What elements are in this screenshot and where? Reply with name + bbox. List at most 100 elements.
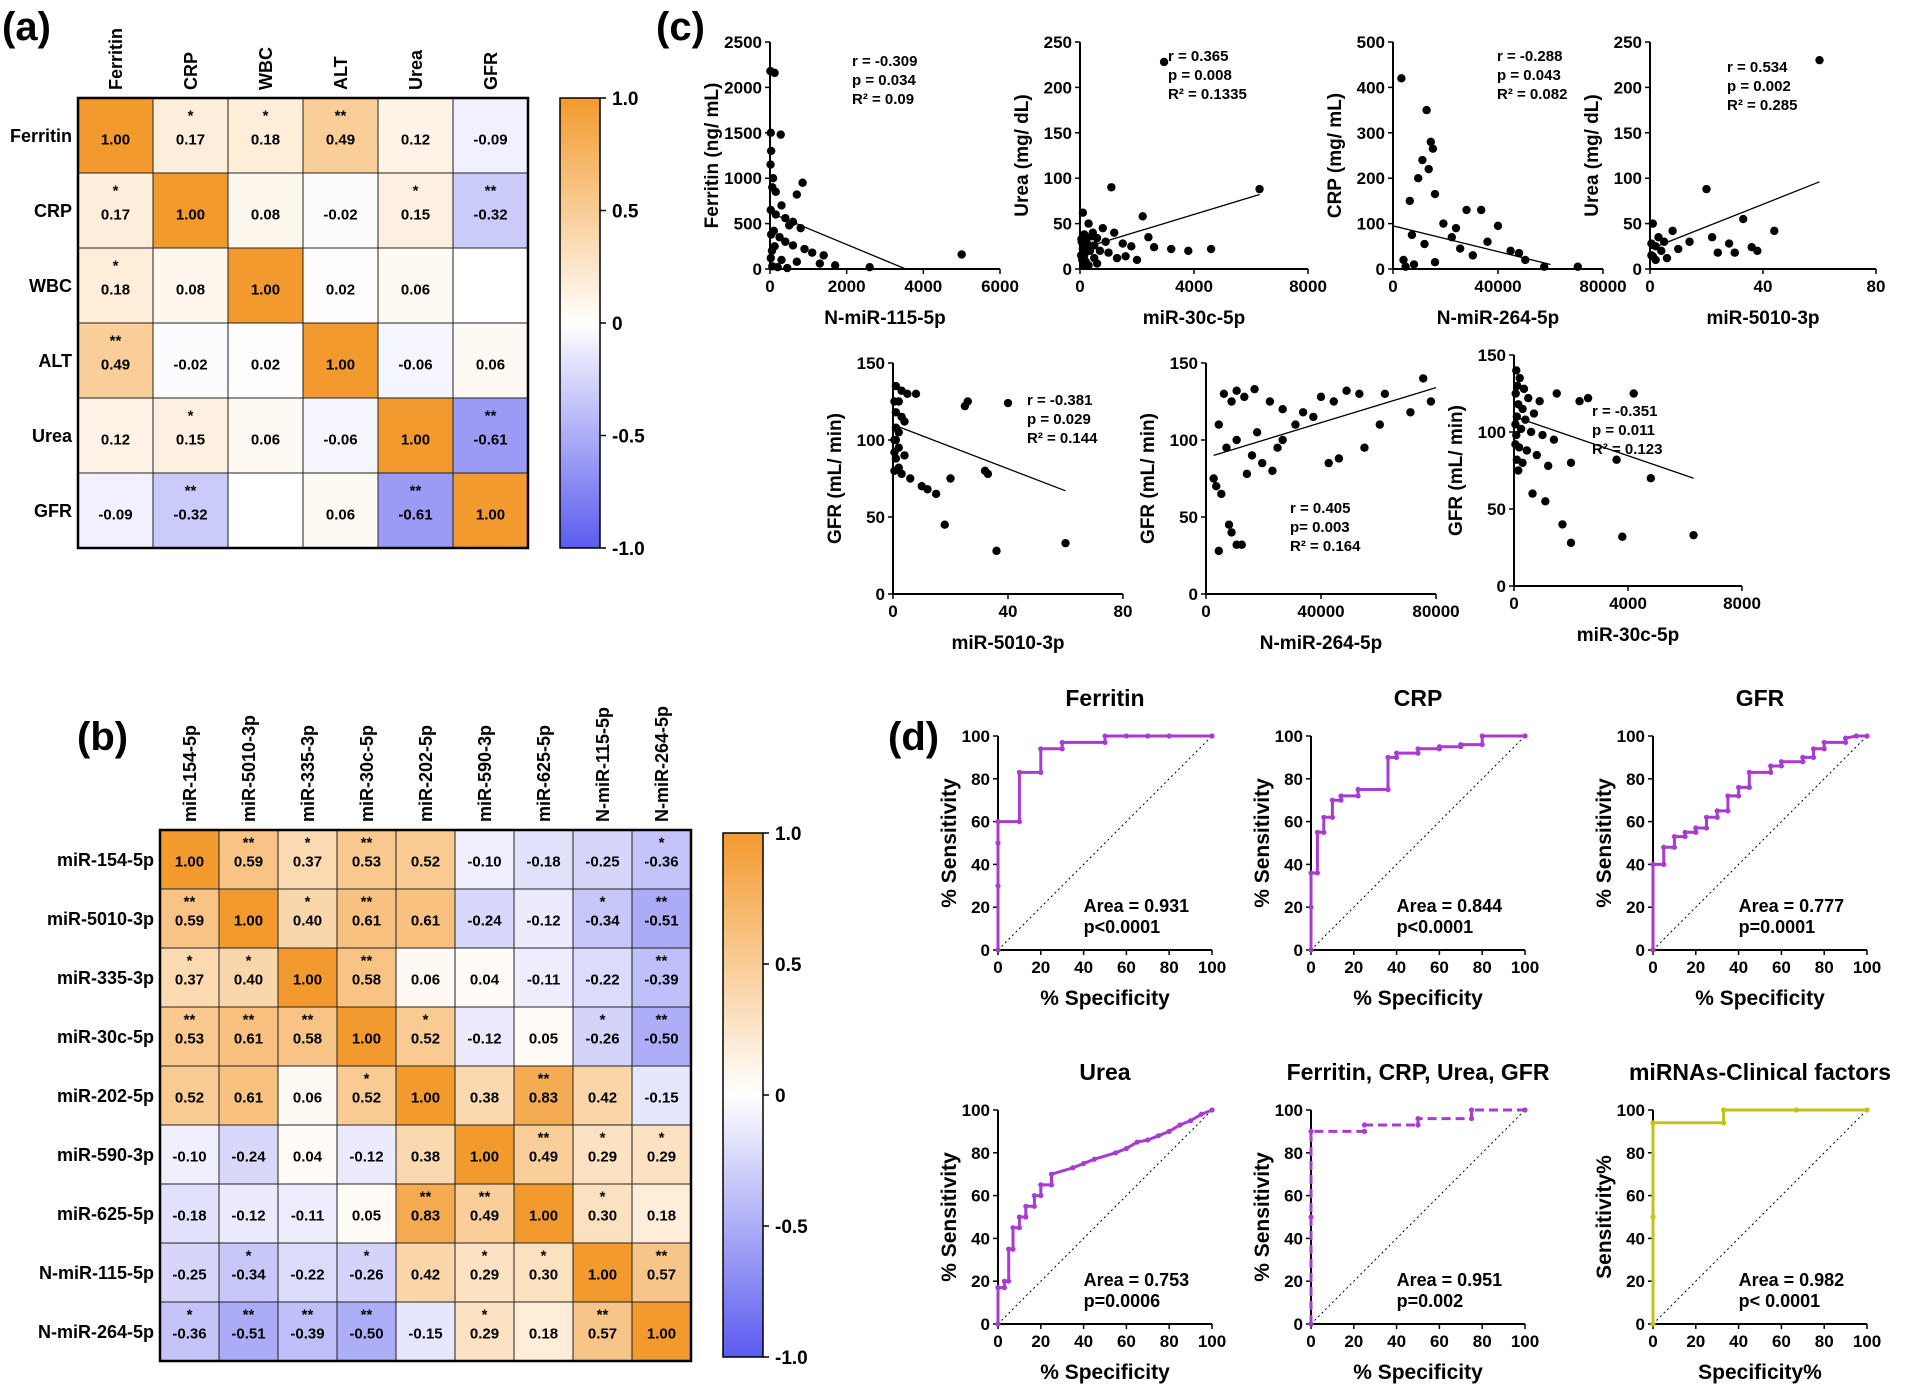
heatmap-significance-stars: **	[243, 1012, 255, 1029]
roc-title: Ferritin, CRP, Urea, GFR	[1287, 1059, 1550, 1085]
scatter-point	[900, 417, 909, 426]
roc-point	[1843, 739, 1849, 746]
x-tick-label: 40	[1754, 277, 1773, 296]
heatmap-row-label: N-miR-264-5p	[38, 1322, 154, 1342]
y-tick-label: 100	[962, 1101, 990, 1120]
roc-point	[1394, 750, 1400, 756]
heatmap-col-label: miR-335-3p	[298, 725, 318, 822]
heatmap-significance-stars: *	[600, 1130, 606, 1147]
y-tick-label: 150	[1044, 124, 1072, 143]
y-tick-label: 2000	[724, 78, 762, 97]
y-tick-label: 40	[1284, 1229, 1303, 1248]
y-tick-label: 0	[876, 585, 885, 604]
y-tick-label: 150	[1478, 346, 1506, 365]
roc-point	[1010, 1225, 1016, 1231]
roc-point	[1314, 829, 1321, 835]
y-tick-label: 0	[981, 941, 990, 960]
roc-stat-text: p=0.0001	[1739, 917, 1816, 937]
x-tick-label: 60	[1117, 958, 1136, 977]
roc-point	[1102, 739, 1108, 746]
heatmap-row-label: ALT	[38, 351, 72, 371]
scatter-point	[773, 262, 782, 272]
x-axis-label: miR-5010-3p	[952, 633, 1065, 654]
x-tick-label: 0	[1388, 277, 1397, 296]
heatmap-cell	[572, 947, 633, 1008]
regression-line	[1079, 193, 1260, 250]
scatter-point	[1144, 233, 1153, 242]
x-tick-label: 6000	[981, 277, 1019, 296]
scatter-point	[992, 546, 1001, 556]
y-tick-label: 150	[1614, 124, 1642, 143]
heatmap-significance-stars: **	[656, 1012, 668, 1029]
heatmap-cell-value: -0.12	[231, 1208, 265, 1225]
y-tick-label: 60	[1284, 813, 1303, 832]
y-axis-label: Urea (mg/ dL)	[1582, 94, 1603, 216]
y-tick-label: 100	[1044, 169, 1072, 188]
heatmap-significance-stars: *	[113, 258, 119, 275]
x-axis-label: N-miR-264-5p	[1437, 308, 1559, 329]
y-tick-label: 0	[1633, 260, 1642, 279]
scatter-point	[1424, 164, 1433, 174]
scatter-point	[957, 250, 966, 259]
roc-point	[1522, 733, 1528, 739]
roc-point	[1385, 754, 1391, 761]
heatmap-significance-stars: *	[600, 1189, 606, 1206]
y-tick-label: 300	[1357, 124, 1385, 143]
x-tick-label: 100	[1511, 1332, 1539, 1351]
stat-text: R² = 0.285	[1727, 97, 1797, 114]
roc-stat-text: Area = 0.931	[1084, 896, 1190, 916]
roc-curve	[1309, 1108, 1525, 1324]
roc-point	[1810, 746, 1817, 752]
y-tick-label: 20	[1284, 898, 1303, 917]
roc-point	[1001, 1285, 1008, 1291]
y-tick-label: 0	[981, 1315, 990, 1334]
scatter-point	[1255, 184, 1264, 194]
scatter-point	[1159, 57, 1169, 67]
stat-text: r = -0.309	[852, 53, 917, 70]
scatter-point	[1334, 454, 1344, 463]
y-tick-label: 80	[1284, 770, 1303, 789]
scatter-point	[963, 397, 972, 406]
heatmap-cell	[377, 397, 454, 474]
heatmap-cell	[377, 322, 454, 399]
scatter-point	[777, 255, 786, 265]
heatmap-cell	[513, 888, 574, 949]
roc-point	[1166, 733, 1172, 739]
roc-point	[1361, 1122, 1368, 1128]
heatmap-cell-value: 0.38	[470, 1090, 499, 1107]
roc-point	[1843, 735, 1849, 741]
y-tick-label: 100	[1275, 727, 1303, 746]
heatmap-cell	[336, 1242, 397, 1303]
y-axis-label: % Sensitivity	[1251, 1152, 1274, 1282]
scatter-panel-c7: 0 4000 8000 0 50 100 150 miR-30c-5p GFR (mL/ min…	[1446, 346, 1761, 646]
heatmap-cell	[631, 1301, 692, 1362]
scatter-point	[1514, 466, 1523, 475]
x-tick-label: 100	[1853, 1332, 1881, 1351]
heatmap-col-label: CRP	[181, 52, 201, 90]
scatter-point	[800, 244, 809, 254]
stat-text: p = 0.034	[852, 72, 916, 89]
heatmap-significance-stars: **	[185, 483, 197, 500]
scatter-point	[770, 68, 779, 78]
scatter-point	[906, 474, 915, 483]
stat-text: r = -0.381	[1027, 392, 1092, 409]
roc-point	[1736, 784, 1742, 790]
heatmap-cell	[452, 322, 529, 399]
scatter-point	[1104, 248, 1113, 257]
heatmap-significance-stars: **	[335, 108, 347, 125]
heatmap-cell	[218, 947, 279, 1008]
roc-stat-text: p=0.002	[1397, 1291, 1464, 1311]
heatmap-cell	[631, 829, 692, 890]
heatmap-cell-value: 0.57	[647, 1267, 676, 1284]
heatmap-cell-value: 1.00	[352, 1031, 381, 1048]
heatmap-cell	[218, 1242, 279, 1303]
scatter-point	[1278, 405, 1287, 414]
scatter-point	[1646, 474, 1656, 483]
y-tick-label: 60	[1626, 1187, 1645, 1206]
roc-point	[1355, 786, 1361, 793]
scatter-panel-c6: 0 40000 80000 0 50 100 150 N-miR-264-5p GFR (mL/…	[1138, 354, 1460, 654]
scatter-point	[1250, 384, 1259, 394]
heatmap-significance-stars: *	[246, 1248, 252, 1265]
y-axis-label: Sensitivity%	[1593, 1155, 1616, 1279]
scatter-point	[1324, 458, 1333, 468]
